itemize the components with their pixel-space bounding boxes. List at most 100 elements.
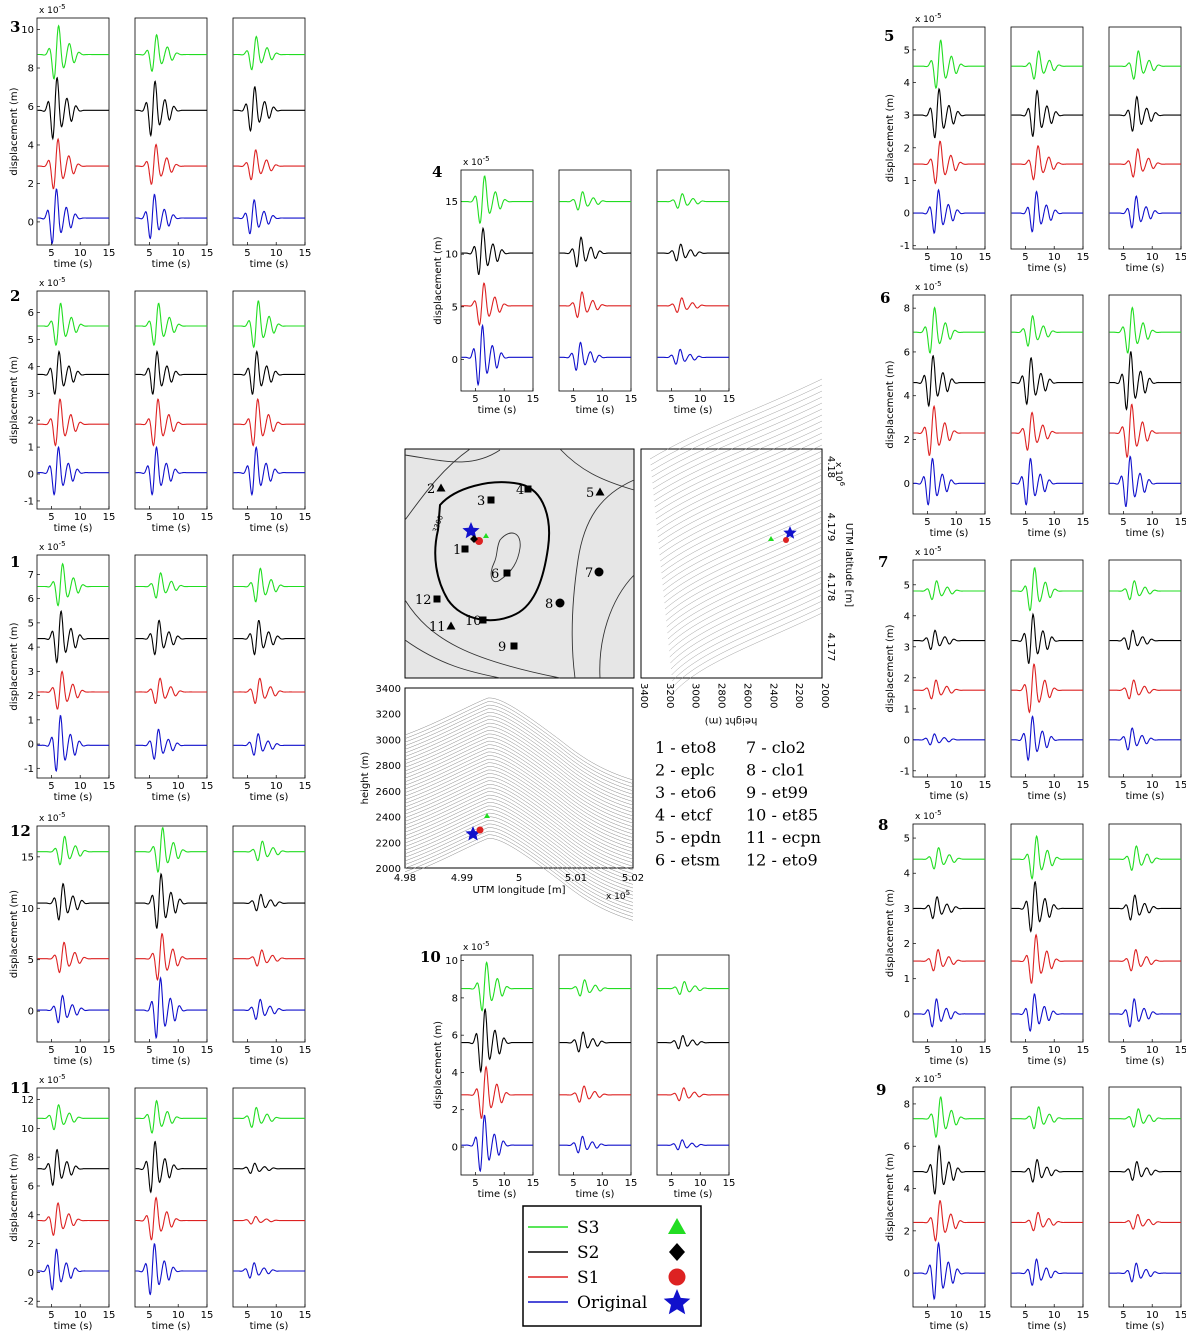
map-side-tick: 3200 [664, 683, 675, 708]
x-axis-label: time (s) [930, 791, 969, 802]
station-key-entry: 1 - eto8 [655, 738, 716, 757]
x-tick-label: 15 [723, 394, 736, 405]
waveform-panel: 5 10 15 time (s) [656, 954, 735, 1200]
trace-original [1109, 195, 1181, 229]
waveform-panel: 5 10 15 time (s) -1 0 1 2 3 4 5 6 7 [24, 554, 115, 803]
trace-s3 [1109, 580, 1181, 601]
x-tick-label: 10 [1048, 1045, 1061, 1056]
y-tick-label: 4 [28, 643, 34, 654]
y-tick-label: -1 [24, 764, 34, 775]
x-axis-label: time (s) [478, 405, 517, 416]
x-tick-label: 15 [299, 248, 312, 259]
y-exponent: x 10-5 [915, 1072, 942, 1085]
y-tick-label: -1 [900, 766, 910, 777]
trace-s1 [913, 404, 985, 456]
trace-s3 [37, 835, 109, 866]
x-tick-label: 15 [979, 517, 992, 528]
trace-s1 [233, 1215, 305, 1225]
map-station-11: 11 [429, 620, 456, 635]
trace-original [37, 714, 109, 772]
x-axis-label: time (s) [54, 259, 93, 270]
x-axis-label: time (s) [674, 1189, 713, 1200]
waveform-panel: 5 10 15 time (s) [134, 1087, 213, 1332]
station-number-label: 3 [10, 18, 20, 36]
map-station-4: 4 [516, 483, 532, 498]
station-group-4: 4 displacement (m) x 10-5 5 10 15 time (s) 0 5 10… [432, 155, 735, 416]
trace-s2 [1011, 880, 1083, 933]
station-key-entry: 10 - et85 [746, 806, 818, 825]
trace-original [913, 457, 985, 506]
waveform-panel: 5 10 15 time (s) 0 2 4 6 8 10 [445, 954, 539, 1200]
x-tick-label: 5 [1022, 252, 1028, 263]
legend-triangle-marker [668, 1218, 686, 1234]
waveform-panel: 5 10 15 time (s) -1 0 1 2 3 4 5 6 [24, 290, 115, 534]
waveform-panel: 5 10 15 time (s) [1108, 1086, 1186, 1332]
y-tick-label: 1 [904, 974, 910, 985]
station-group-11: 11 displacement (m) x 10-5 5 10 15 time (s) -2 0… [9, 1073, 311, 1332]
map-side-tick: 2400 [767, 683, 778, 708]
x-tick-label: 10 [1048, 252, 1061, 263]
x-tick-label: 10 [1048, 780, 1061, 791]
map-x-tick: 5 [516, 873, 522, 884]
waveform-panel: 5 10 15 time (s) [558, 954, 637, 1200]
x-tick-label: 10 [74, 1045, 87, 1056]
map-side-tick: 2600 [741, 683, 752, 708]
map-lat-tick: 4.178 [825, 573, 836, 602]
legend-label: Original [577, 1293, 647, 1313]
trace-s3 [657, 193, 729, 209]
x-tick-label: 5 [668, 394, 674, 405]
source-s2-diamond [470, 535, 478, 543]
x-axis-label: time (s) [152, 792, 191, 803]
map-lat-exponent: x 106 [833, 462, 846, 487]
y-tick-label: 1 [904, 704, 910, 715]
y-tick-label: 5 [28, 335, 34, 346]
waveform-panel: 5 10 15 time (s) [1108, 823, 1186, 1067]
y-axis-label: displacement (m) [9, 356, 20, 444]
x-axis-label: time (s) [250, 1056, 289, 1067]
x-tick-label: 10 [1048, 517, 1061, 528]
legend-item-s2: S2 [528, 1243, 685, 1263]
trace-s3 [461, 175, 533, 225]
x-tick-label: 15 [103, 248, 116, 259]
map-height-tick: 3200 [376, 710, 401, 721]
x-tick-label: 5 [146, 248, 152, 259]
x-tick-label: 15 [979, 1310, 992, 1321]
trace-s2 [37, 1148, 109, 1187]
trace-original [233, 998, 305, 1021]
y-tick-label: 2 [28, 179, 34, 190]
x-tick-label: 5 [924, 517, 930, 528]
waveform-panel: 5 10 15 time (s) 0 2 4 6 8 [904, 294, 992, 539]
waveform-panel: 5 10 15 time (s) [232, 825, 311, 1067]
y-tick-label: 8 [28, 64, 34, 75]
x-tick-label: 15 [1077, 780, 1090, 791]
x-axis-label: time (s) [1028, 791, 1067, 802]
trace-original [461, 323, 533, 387]
y-axis-label: displacement (m) [885, 360, 896, 448]
x-tick-label: 5 [244, 781, 250, 792]
x-tick-label: 5 [668, 1178, 674, 1189]
y-tick-label: 0 [904, 479, 910, 490]
waveform-panel: 5 10 15 time (s) [1010, 559, 1090, 802]
trace-s3 [1011, 1106, 1083, 1130]
x-axis-label: time (s) [1126, 791, 1165, 802]
trace-original [657, 1139, 729, 1151]
side-source-s1 [783, 537, 789, 543]
map-station-3: 3 [477, 494, 495, 509]
map-station-8: 8 [545, 597, 565, 612]
station-group-10: 10 displacement (m) x 10-5 5 10 15 time (s) 0 2 4… [420, 940, 735, 1200]
waveform-panel: 5 10 15 time (s) [558, 169, 637, 416]
station-number-label: 2 [10, 287, 20, 305]
station-key-entry: 8 - clo1 [746, 761, 806, 780]
x-tick-label: 5 [1022, 780, 1028, 791]
map-lat-tick: 4.177 [825, 633, 836, 662]
y-tick-label: 5 [904, 834, 910, 845]
y-axis-label: displacement (m) [885, 624, 896, 712]
y-axis-label: displacement (m) [885, 94, 896, 182]
trace-s2 [913, 629, 985, 651]
x-tick-label: 5 [48, 512, 54, 523]
trace-s1 [1109, 403, 1181, 459]
x-tick-label: 10 [498, 1178, 511, 1189]
